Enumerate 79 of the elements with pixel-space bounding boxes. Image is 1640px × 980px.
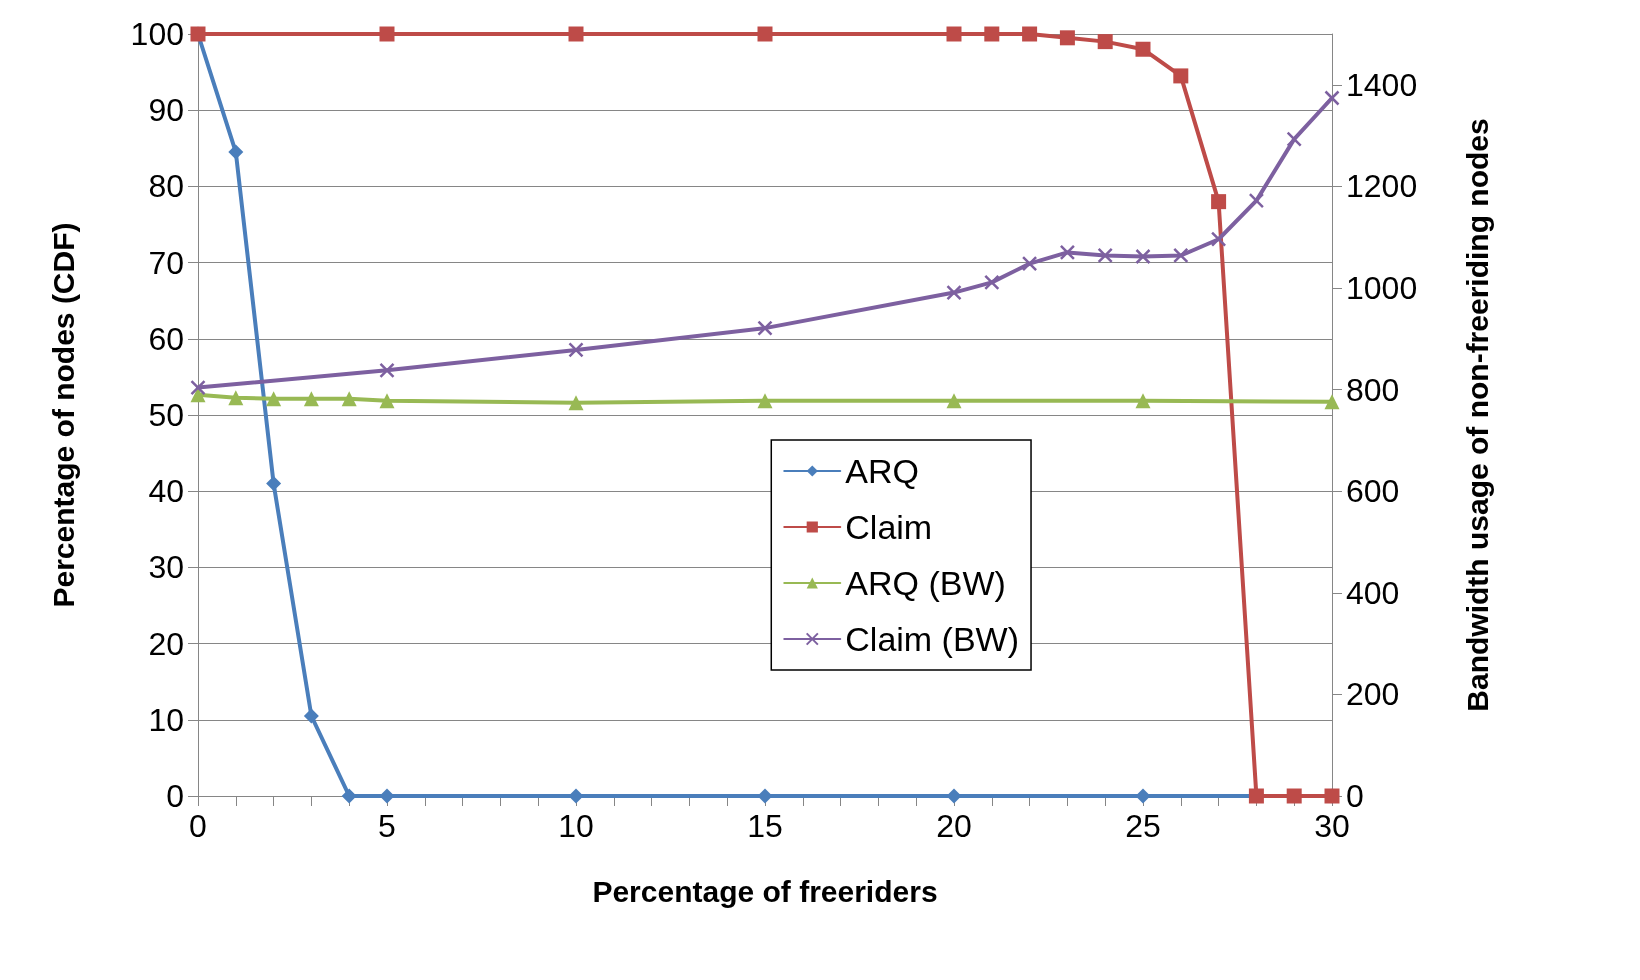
y-tick-label: 40 (148, 473, 184, 510)
point (1059, 30, 1075, 46)
x-tick-label: 20 (936, 808, 972, 844)
point (946, 26, 962, 42)
point (757, 26, 773, 42)
y-axis-title: Percentage of nodes (CDF) (46, 222, 80, 608)
legend-label: Claim (845, 508, 933, 546)
point (946, 788, 962, 804)
y-tick-label: 70 (148, 244, 184, 281)
point (1324, 394, 1340, 410)
point (1135, 788, 1151, 804)
x-tick-label: 10 (558, 808, 594, 844)
point (379, 26, 395, 42)
point (303, 391, 319, 407)
y2-tick-label: 600 (1346, 473, 1400, 510)
y-tick-label: 50 (148, 397, 184, 433)
y2-tick-label: 1000 (1346, 270, 1418, 306)
point (568, 342, 584, 358)
point (568, 395, 584, 411)
point (984, 26, 1000, 42)
point (1173, 247, 1189, 264)
y2-tick-label: 200 (1346, 676, 1400, 713)
point (228, 390, 244, 406)
point (1286, 131, 1302, 147)
y-tick-label: 60 (148, 320, 184, 357)
point (1248, 788, 1264, 804)
legend-label: ARQ (845, 452, 919, 490)
x-tick-label: 15 (747, 808, 783, 844)
point (228, 144, 244, 160)
point (1324, 90, 1340, 106)
point (190, 379, 206, 396)
point (1210, 231, 1227, 247)
y-tick-label: 100 (130, 16, 184, 52)
point (1097, 34, 1113, 50)
y2-axis-title: Bandwidth usage of non-freeriding nodes (1460, 118, 1494, 712)
y-tick-label: 0 (166, 778, 184, 814)
legend-label: Claim (BW) (845, 620, 1020, 658)
point (1021, 255, 1038, 272)
point (1135, 393, 1151, 409)
point (1022, 26, 1038, 42)
point (757, 393, 773, 409)
y-tick-label: 30 (148, 549, 184, 586)
y2-tick-label: 800 (1346, 371, 1400, 408)
point (568, 788, 584, 804)
y-tick-label: 80 (148, 168, 184, 205)
y-tick-label: 10 (148, 701, 184, 738)
y2-tick-label: 1200 (1346, 168, 1418, 205)
point (568, 26, 584, 42)
point (341, 391, 357, 407)
point (190, 387, 206, 403)
point (1286, 788, 1302, 804)
y-tick-label: 20 (148, 625, 184, 662)
point (1059, 244, 1076, 261)
point (946, 393, 962, 409)
point (757, 320, 773, 336)
point (757, 788, 773, 804)
y2-tick-label: 400 (1346, 574, 1400, 611)
point (379, 788, 395, 804)
point (1173, 68, 1189, 84)
point (984, 274, 1000, 291)
x-tick-label: 5 (378, 808, 396, 844)
x-axis-title: Percentage of freeriders (592, 874, 938, 908)
point (266, 391, 282, 407)
point (379, 362, 395, 379)
legend-label: ARQ (BW) (845, 564, 1006, 602)
x-tick-label: 25 (1125, 808, 1161, 844)
point (303, 708, 319, 724)
point (266, 476, 282, 492)
point (1211, 194, 1227, 210)
point (1135, 248, 1151, 265)
point (1248, 192, 1265, 209)
point (1135, 41, 1151, 57)
y2-tick-label: 1400 (1346, 66, 1418, 103)
point (1097, 247, 1113, 264)
y-tick-label: 90 (148, 92, 184, 129)
point (946, 284, 962, 301)
point (379, 393, 395, 409)
x-tick-label: 0 (189, 808, 207, 844)
point (341, 788, 357, 804)
